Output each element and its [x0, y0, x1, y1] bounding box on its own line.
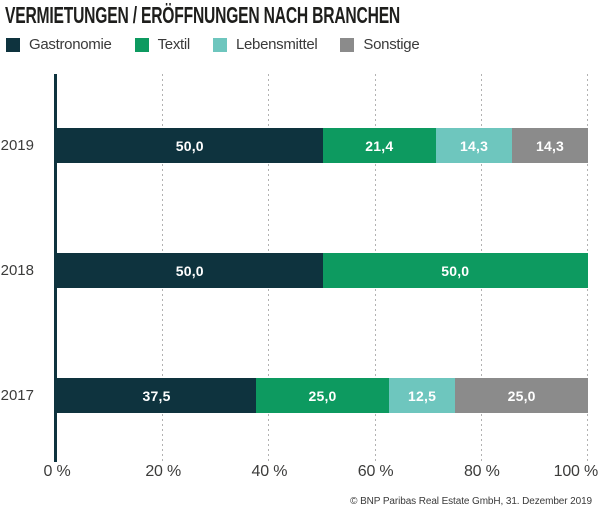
- legend-swatch-textil: [134, 37, 149, 52]
- source-credit: © BNP Paribas Real Estate GmbH, 31. Deze…: [350, 496, 592, 507]
- legend-label: Gastronomie: [29, 36, 112, 53]
- bar-value-label: 12,5: [408, 387, 437, 404]
- bar-value-label: 50,0: [441, 262, 470, 279]
- bar-segment-sonstige: 14,3: [512, 128, 588, 163]
- legend-item-lebensmittel: Lebensmittel: [212, 36, 318, 53]
- bar-segment-gastronomie: 50,0: [57, 128, 323, 163]
- bar-segment-lebensmittel: 14,3: [436, 128, 513, 163]
- bar-value-label: 25,0: [507, 387, 536, 404]
- category-label-2017: 2017: [0, 387, 34, 404]
- x-tick-0: 0 %: [43, 463, 71, 480]
- bar-value-label: 50,0: [175, 137, 204, 154]
- y-axis-line: [54, 74, 57, 462]
- x-tick-100: 100 %: [553, 463, 599, 480]
- bar-value-label: 25,0: [308, 387, 337, 404]
- bar-segment-sonstige: 25,0: [455, 378, 588, 413]
- legend-item-textil: Textil: [134, 36, 191, 53]
- bar-row-2017: 37,5 25,0 12,5 25,0: [57, 378, 588, 413]
- x-tick-40: 40 %: [251, 463, 288, 480]
- bar-row-2018: 50,0 50,0: [57, 253, 588, 288]
- x-tick-80: 80 %: [463, 463, 500, 480]
- legend-item-gastronomie: Gastronomie: [6, 36, 112, 53]
- legend-swatch-sonstige: [340, 37, 355, 52]
- legend-label: Sonstige: [363, 36, 420, 53]
- bar-segment-gastronomie: 37,5: [57, 378, 257, 413]
- category-label-2019: 2019: [0, 137, 34, 154]
- bar-value-label: 37,5: [142, 387, 171, 404]
- legend-swatch-lebensmittel: [212, 37, 227, 52]
- legend-item-sonstige: Sonstige: [340, 36, 420, 53]
- chart-title: VERMIETUNGEN / ERÖFFNUNGEN NACH BRANCHEN: [5, 2, 401, 28]
- legend-swatch-gastronomie: [6, 37, 20, 52]
- x-tick-60: 60 %: [357, 463, 394, 480]
- chart-legend: Gastronomie Textil Lebensmittel Sonstige: [6, 36, 420, 53]
- bar-segment-textil: 50,0: [322, 253, 588, 288]
- bar-segment-textil: 25,0: [256, 378, 389, 413]
- category-label-2018: 2018: [0, 262, 34, 279]
- bar-segment-lebensmittel: 12,5: [388, 378, 456, 413]
- bar-value-label: 21,4: [365, 137, 394, 154]
- legend-label: Textil: [157, 36, 191, 53]
- bar-value-label: 50,0: [175, 262, 204, 279]
- bar-value-label: 14,3: [535, 137, 565, 154]
- legend-label: Lebensmittel: [235, 36, 318, 53]
- x-tick-20: 20 %: [145, 463, 182, 480]
- bar-value-label: 14,3: [460, 137, 489, 154]
- bar-segment-gastronomie: 50,0: [57, 253, 323, 288]
- bar-segment-textil: 21,4: [322, 128, 437, 163]
- bar-row-2019: 50,0 21,4 14,3 14,3: [57, 128, 588, 163]
